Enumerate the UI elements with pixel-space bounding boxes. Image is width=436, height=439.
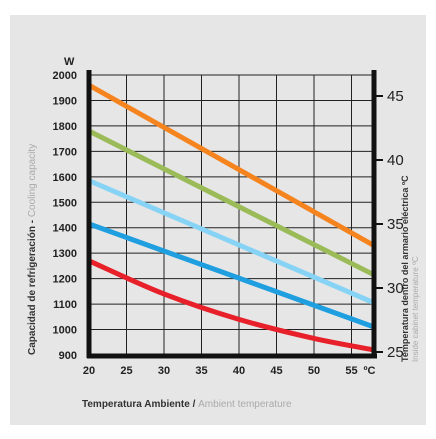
series-lines [87,83,376,353]
axes [86,70,383,359]
x-axis-title-light: Ambient temperature [198,399,292,410]
x-axis-title-bold: Temperatura Ambiente / [82,399,198,410]
x-unit-label: ºC [364,365,376,377]
series-line-5 [87,258,375,353]
y-tick-label: 1300 [53,248,77,260]
y-tick-label: 1800 [53,121,77,133]
y-tick-label: 2000 [53,70,77,82]
y2-tick-label: 35 [387,216,404,233]
y-tick-label: 1200 [53,274,77,286]
y2-tick-label: 30 [387,280,404,297]
x-tick-label: 45 [270,365,282,377]
y-tick-label: 1700 [53,146,77,158]
y2-tick-label: 40 [387,152,404,169]
series-line-2 [87,128,376,278]
y2-axis-subtitle: Inside cabinet temperature ºC [411,256,420,362]
chart-card: 25 30 35 40 45 900 1000 1100 1200 1300 1400 1500 160… [10,15,426,425]
x-tick-label: 25 [120,365,132,377]
y-tick-label: 1600 [53,172,77,184]
x-tick-label: 30 [158,365,170,377]
labels: 25 30 35 40 45 900 1000 1100 1200 1300 1400 1500 160… [27,56,420,410]
x-tick-label: 40 [233,365,245,377]
y-tick-label: 1500 [53,197,77,209]
x-tick-label: 20 [83,365,95,377]
y-axis-title-bold: Capacidad de refrigeración - [27,217,38,355]
y-tick-label: 1100 [53,299,77,311]
cooling-capacity-chart: 25 30 35 40 45 900 1000 1100 1200 1300 1400 1500 160… [27,56,420,410]
y-tick-label: 1900 [53,95,77,107]
y-tick-label: 1400 [53,223,77,235]
series-line-4 [88,221,375,330]
x-tick-label: 50 [308,365,320,377]
y2-tick-label: 45 [387,88,404,105]
x-axis-title: Temperatura Ambiente / Ambient temperatu… [82,399,292,410]
series-line-3 [88,178,375,306]
series-line-1 [87,83,376,248]
y-tick-label: 1000 [53,325,77,337]
y-unit-label: W [64,56,75,68]
x-tick-label: 55 [345,365,357,377]
y2-axis-title: Temperatura dentro del armario eléctrica… [400,175,410,362]
y-axis-title: Capacidad de refrigeración - Cooling cap… [27,144,38,355]
y2-tick-label: 25 [387,344,404,361]
y-axis-title-light: Cooling capacity [27,144,38,217]
x-tick-label: 35 [195,365,207,377]
y-tick-label: 900 [59,350,77,362]
